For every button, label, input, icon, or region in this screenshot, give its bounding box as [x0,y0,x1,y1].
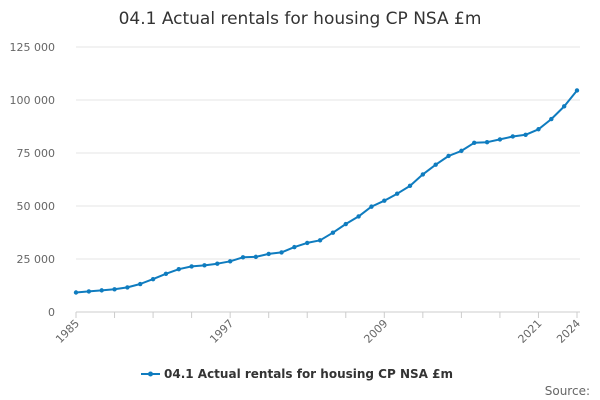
x-tick-label: 1985 [53,317,82,346]
data-point[interactable] [433,162,438,167]
y-axis-tick-labels: 0 25 000 50 000 75 000 100 000 125 000 [10,41,56,319]
x-tick-label: 2021 [516,317,545,346]
data-point[interactable] [574,88,580,93]
data-point[interactable] [420,172,426,177]
data-point[interactable] [459,148,464,154]
data-point[interactable] [343,221,348,227]
y-tick-label: 0 [48,306,55,319]
legend-label: 04.1 Actual rentals for housing CP NSA £… [164,367,453,381]
x-axis-tick-labels: 1985 1997 2009 2021 2024 [53,317,583,346]
grid-lines [76,46,580,260]
data-point[interactable] [125,285,130,290]
data-point[interactable] [407,183,413,189]
data-point[interactable] [292,244,297,250]
data-point[interactable] [227,259,233,264]
data-point[interactable] [561,104,567,109]
data-point[interactable] [369,204,374,209]
series-line[interactable] [75,89,578,294]
source-label: Source: [545,384,590,398]
x-tick-label: 2024 [554,317,583,346]
data-point[interactable] [138,281,143,287]
data-point[interactable] [215,261,220,266]
data-point[interactable] [356,214,361,219]
data-point[interactable] [253,254,259,260]
data-point[interactable] [112,287,117,292]
data-point[interactable] [317,238,323,243]
data-point[interactable] [394,191,400,196]
data-point[interactable] [382,198,387,203]
data-point[interactable] [497,137,503,142]
data-point[interactable] [99,288,104,293]
data-point[interactable] [523,132,528,137]
data-point[interactable] [163,271,169,277]
y-tick-label: 50 000 [17,200,56,213]
data-point[interactable] [189,264,194,269]
data-point[interactable] [305,240,310,246]
x-axis [75,311,580,318]
data-point[interactable] [176,266,181,272]
data-point[interactable] [330,230,336,235]
y-tick-label: 75 000 [17,147,56,160]
legend-marker-swatch [148,371,153,377]
data-point[interactable] [536,127,541,132]
legend[interactable]: 04.1 Actual rentals for housing CP NSA £… [141,367,453,381]
y-tick-label: 125 000 [10,41,56,54]
data-point[interactable] [266,251,271,257]
series-layer [73,88,580,295]
data-point[interactable] [150,276,156,282]
data-point[interactable] [484,139,490,145]
data-point[interactable] [446,153,451,159]
y-tick-label: 100 000 [10,94,56,107]
y-tick-label: 25 000 [17,253,56,266]
data-point[interactable] [240,255,246,260]
x-tick-label: 2009 [361,317,390,346]
chart-title: 04.1 Actual rentals for housing CP NSA £… [119,9,482,29]
data-point[interactable] [549,116,554,122]
x-tick-label: 1997 [207,317,236,346]
data-point[interactable] [86,289,92,294]
data-point[interactable] [279,250,284,255]
data-point[interactable] [73,290,79,295]
data-point[interactable] [472,140,477,146]
data-point[interactable] [202,263,207,268]
data-point[interactable] [510,134,515,139]
